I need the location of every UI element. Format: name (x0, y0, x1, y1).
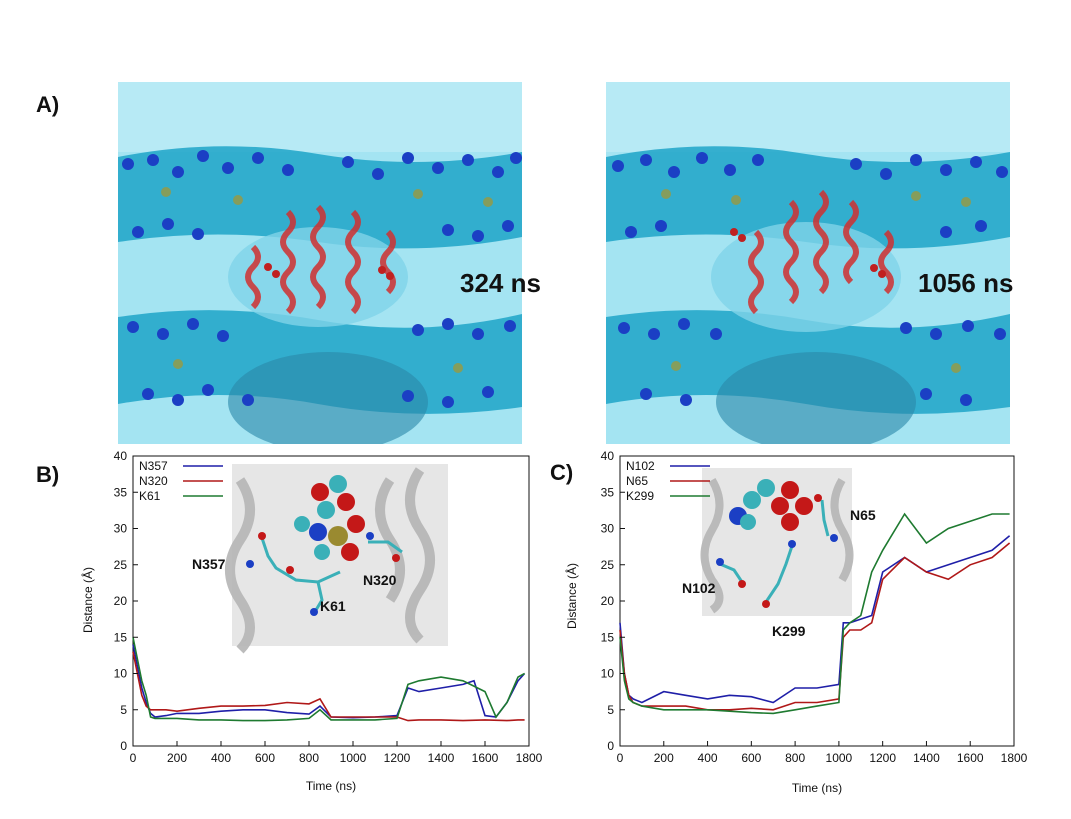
chart-b-legend-label-n320: N320 (139, 474, 168, 488)
chart-b-xtick-label: 0 (130, 751, 137, 765)
chart-b-series-n320 (132, 651, 525, 722)
chart-c-legend-label-n102: N102 (626, 459, 655, 473)
chart-c-ytick-label: 15 (601, 630, 615, 644)
chart-c-ytick-label: 35 (601, 485, 615, 499)
chart-c-xtick-label: 1400 (913, 751, 940, 765)
chart-c-xtick-label: 600 (741, 751, 761, 765)
snapshot-time-label-1056ns: 1056 ns (918, 268, 1014, 298)
chart-b-xlabel: Time (ns) (306, 779, 356, 793)
chart-c-ytick-label: 25 (601, 558, 615, 572)
chart-b-legend-label-n357: N357 (139, 459, 168, 473)
chart-c-inset-structure (700, 468, 854, 616)
chart-b-series-n357 (132, 644, 526, 719)
chart-c-xtick-label: 1200 (869, 751, 896, 765)
chart-c-ytick-label: 30 (601, 522, 615, 536)
inset-label-n65: N65 (850, 507, 876, 523)
chart-b-ytick-label: 20 (114, 594, 128, 608)
chart-b-xtick-label: 800 (299, 751, 319, 765)
chart-c-ytick-label: 10 (601, 667, 615, 681)
chart-b-svg: N357 N320 K61 Time (ns) Distance (Å) 0 20… (80, 449, 543, 793)
chart-c-xtick-label: 1000 (826, 751, 853, 765)
chart-c-series-k299 (619, 512, 1010, 715)
chart-b-ytick-label: 35 (114, 485, 128, 499)
md-snapshot-1056ns (606, 82, 1010, 444)
inset-label-k299: K299 (772, 623, 806, 639)
chart-b-xtick-label: 1400 (428, 751, 455, 765)
chart-b-xtick-label: 400 (211, 751, 231, 765)
panel-letter-c: C) (550, 460, 574, 485)
chart-c-xtick-label: 1600 (957, 751, 984, 765)
chart-c: N102 N65 K299 Time (ns) Distance (Å) 0 20… (490, 440, 1050, 810)
chart-b-ylabel: Distance (Å) (80, 567, 95, 633)
chart-b-ytick-label: 25 (114, 558, 128, 572)
chart-c-xtick-label: 1800 (1001, 751, 1028, 765)
chart-b-ytick-label: 15 (114, 630, 128, 644)
inset-label-n320: N320 (363, 572, 397, 588)
inset-label-k61: K61 (320, 598, 346, 614)
chart-b-xtick-label: 600 (255, 751, 275, 765)
md-snapshot-324ns (118, 82, 522, 444)
chart-b-xtick-label: 1000 (340, 751, 367, 765)
snapshot-render-right (606, 82, 1010, 444)
chart-b-ytick-label: 5 (120, 703, 127, 717)
chart-b-ytick-label: 0 (120, 739, 127, 753)
chart-c-ytick-label: 5 (607, 703, 614, 717)
chart-b-xtick-label: 1600 (472, 751, 499, 765)
chart-c-xtick-label: 0 (617, 751, 624, 765)
chart-c-svg: N102 N65 K299 Time (ns) Distance (Å) 0 20… (564, 449, 1028, 795)
chart-b-legend-label-k61: K61 (139, 489, 161, 503)
chart-b-ytick-label: 10 (114, 667, 128, 681)
chart-b-xtick-label: 1800 (516, 751, 543, 765)
chart-c-ytick-label: 40 (601, 449, 615, 463)
snapshot-time-label-324ns: 324 ns (460, 268, 541, 298)
chart-c-ytick-label: 0 (607, 739, 614, 753)
panel-letter-b: B) (36, 462, 60, 487)
chart-c-legend-label-n65: N65 (626, 474, 648, 488)
chart-b-xtick-label: 200 (167, 751, 187, 765)
chart-c-xlabel: Time (ns) (792, 781, 842, 795)
chart-c-xtick-label: 200 (654, 751, 674, 765)
chart-c-ylabel: Distance (Å) (564, 563, 579, 629)
chart-b-ytick-label: 30 (114, 522, 128, 536)
chart-c-xtick-label: 400 (698, 751, 718, 765)
chart-b: N357 N320 K61 Time (ns) Distance (Å) 0 20… (0, 440, 543, 810)
panel-letter-a: A) (36, 92, 60, 117)
chart-b-inset-structure (225, 464, 448, 654)
chart-c-xtick-label: 800 (785, 751, 805, 765)
chart-b-series-k61 (132, 637, 525, 722)
chart-b-xtick-label: 1200 (384, 751, 411, 765)
inset-label-n102: N102 (682, 580, 716, 596)
chart-b-ytick-label: 40 (114, 449, 128, 463)
chart-c-legend-label-k299: K299 (626, 489, 654, 503)
chart-c-ytick-label: 20 (601, 594, 615, 608)
snapshot-render-left (118, 82, 522, 444)
inset-label-n357: N357 (192, 556, 226, 572)
